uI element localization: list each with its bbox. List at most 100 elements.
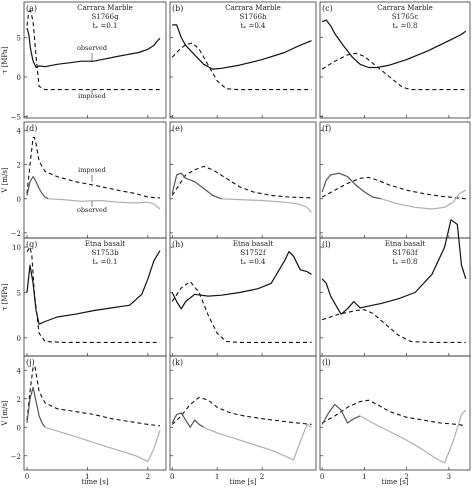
series-line-b-0: [172, 24, 312, 70]
x-axis-label-col-0: time [s]: [81, 478, 108, 486]
series-line-l-2: [359, 409, 467, 464]
x-tick-label-l-3: 3: [447, 473, 451, 481]
series-line-k-2: [203, 423, 312, 461]
series-line-k-0: [171, 396, 312, 425]
panel-label-b: (b): [172, 4, 183, 13]
panel-title-h-1: S1752f: [240, 249, 267, 257]
x-tick-label-j-1: 1: [85, 473, 89, 481]
panel-label-c: (c): [322, 4, 333, 13]
x-axis-label-col-1: time [s]: [229, 478, 256, 486]
panel-title-b-2: tₓ =0.4: [240, 22, 266, 30]
series-line-c-1: [321, 52, 466, 91]
panel-title-b-0: Carrara Marble: [225, 4, 281, 12]
panel-frame-c: [319, 1, 471, 119]
y-tick-label-j-1: 2: [17, 396, 21, 404]
panel-label-k: (k): [172, 358, 183, 367]
panel-title-c-2: tₓ =0.8: [392, 22, 417, 30]
y-tick-label-j-3: −2: [11, 453, 21, 461]
series-line-l-1: [321, 403, 361, 425]
y-tick-label-d-0: 4: [17, 128, 22, 136]
panel-title-a-0: Carrara Marble: [77, 4, 133, 12]
panel-title-c-1: S1765c: [392, 13, 419, 21]
panel-label-l: (l): [322, 358, 331, 367]
panel-title-i-1: S1763f: [392, 249, 419, 257]
panel-title-g-1: S1753b: [91, 249, 119, 257]
y-tick-label-j-2: 0: [17, 424, 21, 432]
panel-title-c-0: Carrara Marble: [377, 4, 433, 12]
panel-title-h-2: tₓ =0.4: [240, 258, 266, 266]
series-line-h-1: [171, 281, 312, 343]
panel-label-i: (i): [322, 240, 331, 249]
y-axis-label-row-3: V [m/s]: [1, 400, 9, 427]
panel-title-g-0: Etna basalt: [85, 240, 125, 248]
annotation-d-0: imposed: [78, 166, 106, 174]
panel-label-d: (d): [26, 124, 37, 133]
series-line-h-0: [171, 251, 312, 310]
panel-label-e: (e): [172, 124, 183, 133]
y-axis-label-row-0: τ [MPa]: [1, 46, 9, 74]
series-line-j-0: [26, 365, 161, 427]
series-line-d-1: [26, 176, 49, 200]
panel-frame-a: [23, 1, 167, 119]
panel-title-i-2: tₓ =0.8: [392, 258, 417, 266]
y-tick-label-d-1: 2: [17, 162, 21, 170]
y-axis-label-row-2: τ [MPa]: [1, 283, 9, 311]
series-line-j-2: [44, 426, 161, 462]
panel-title-h-0: Etna basalt: [233, 240, 273, 248]
series-line-k-1: [171, 412, 205, 428]
y-tick-label-g-0: 10: [12, 244, 21, 252]
x-tick-label-l-0: 0: [320, 473, 324, 481]
y-tick-label-a-0: 5: [17, 35, 21, 43]
panel-frame-b: [169, 1, 317, 119]
series-line-f-2: [381, 189, 467, 210]
y-tick-label-a-2: −5: [11, 113, 21, 121]
y-tick-label-g-2: 0: [17, 335, 21, 343]
panel-frame-j: [23, 355, 167, 471]
series-line-g-1: [26, 246, 160, 343]
y-tick-label-a-1: 0: [17, 74, 21, 82]
panel-label-h: (h): [172, 240, 183, 249]
y-axis-label-row-1: V [m/s]: [1, 167, 9, 194]
x-tick-label-j-2: 2: [146, 473, 150, 481]
y-tick-label-g-1: 5: [17, 289, 21, 297]
series-line-b-1: [171, 42, 312, 91]
series-line-a-0: [26, 27, 161, 69]
y-tick-label-d-3: −2: [11, 230, 21, 238]
annotation-a-1: imposed: [78, 92, 106, 100]
panel-frame-k: [169, 355, 317, 471]
series-line-e-1: [171, 172, 222, 200]
panel-label-j: (j): [26, 358, 35, 367]
annotation-d-1: observed: [77, 206, 107, 214]
series-line-d-0: [26, 136, 161, 199]
series-line-i-0: [321, 219, 467, 315]
panel-frame-l: [319, 355, 471, 471]
series-line-j-1: [26, 386, 46, 428]
x-axis-label-col-2: time [s]: [381, 478, 408, 486]
panel-title-b-1: S1766h: [239, 13, 267, 21]
x-tick-label-k-1: 1: [215, 473, 219, 481]
x-tick-label-j-0: 0: [25, 473, 29, 481]
series-line-i-1: [321, 309, 466, 343]
x-tick-label-l-1: 1: [362, 473, 366, 481]
annotation-a-0: observed: [77, 44, 107, 52]
panel-title-a-1: S1766g: [91, 13, 119, 21]
series-line-f-1: [321, 172, 382, 200]
panel-title-g-2: tₓ =0.1: [92, 258, 117, 266]
panel-label-a: (a): [26, 4, 37, 13]
series-line-f-0: [321, 176, 466, 200]
x-tick-label-k-0: 0: [170, 473, 174, 481]
x-tick-label-l-2: 2: [404, 473, 408, 481]
panel-label-g: (g): [26, 240, 37, 249]
series-line-c-0: [321, 19, 467, 69]
series-line-d-2: [48, 198, 161, 210]
panel-label-f: (f): [322, 124, 331, 133]
x-tick-label-k-2: 2: [260, 473, 264, 481]
panel-title-a-2: tₓ =0.1: [92, 22, 117, 30]
y-tick-label-d-2: 0: [17, 196, 21, 204]
y-tick-label-j-0: 4: [17, 367, 22, 375]
panel-title-i-0: Etna basalt: [385, 240, 425, 248]
series-line-e-2: [221, 198, 312, 213]
series-line-a-1: [26, 10, 160, 91]
